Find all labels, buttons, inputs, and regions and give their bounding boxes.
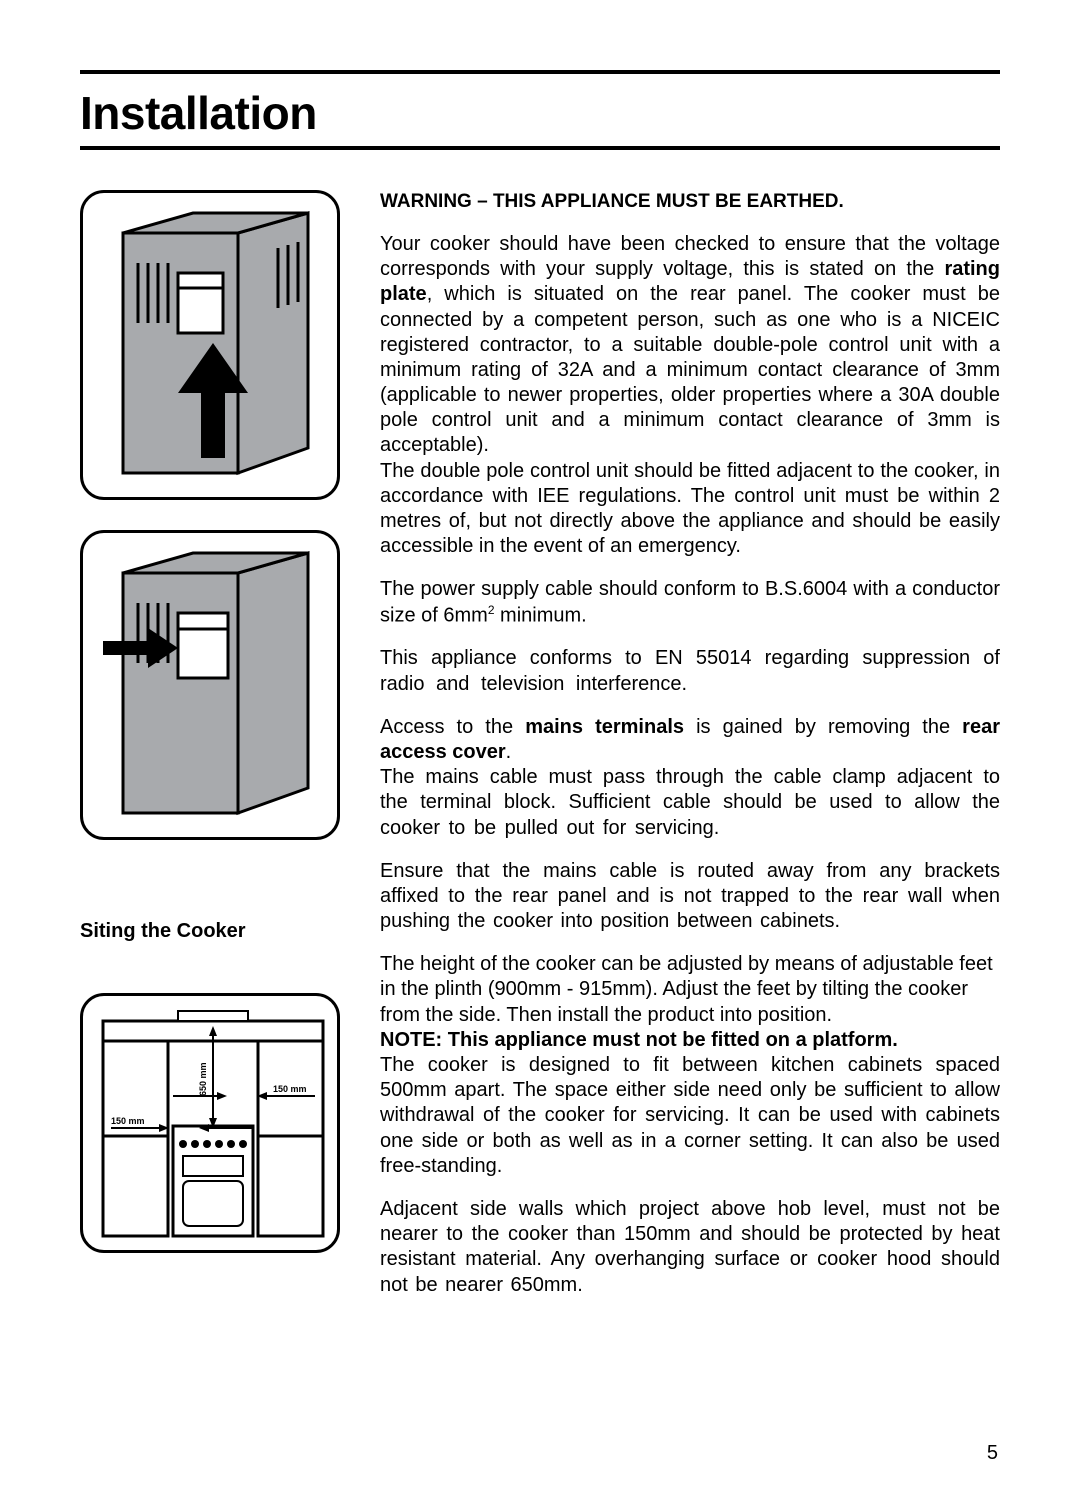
page-title: Installation	[80, 86, 1000, 140]
p5-e: .	[506, 741, 512, 763]
para-8: The height of the cooker can be adjusted…	[380, 952, 1000, 1028]
p9-bold: NOTE: This appliance must not be fitted …	[380, 1029, 898, 1051]
figure-rear-arrow-icon	[80, 190, 340, 500]
right-column: WARNING – THIS APPLIANCE MUST BE EARTHED…	[380, 190, 1000, 1316]
para-3: The power supply cable should conform to…	[380, 577, 1000, 628]
para-1: Your cooker should have been checked to …	[380, 232, 1000, 459]
p5-b: mains terminals	[525, 716, 684, 738]
figure-rear-terminal-icon	[80, 530, 340, 840]
warning-heading: WARNING – THIS APPLIANCE MUST BE EARTHED…	[380, 190, 1000, 214]
figure-clearance-icon: 650 mm 150 mm 150 mm	[80, 993, 340, 1253]
title-rule	[80, 146, 1000, 150]
para-9-note: NOTE: This appliance must not be fitted …	[380, 1028, 1000, 1053]
top-rule	[80, 70, 1000, 74]
para-11: Adjacent side walls which project above …	[380, 1197, 1000, 1298]
dim-left-label: 150 mm	[111, 1116, 145, 1126]
p1-c: , which is situated on the rear panel. T…	[380, 283, 1000, 456]
para-4: This appliance conforms to EN 55014 rega…	[380, 646, 1000, 696]
p3-b: minimum.	[495, 604, 587, 626]
para-6: The mains cable must pass through the ca…	[380, 765, 1000, 841]
dim-height-label: 650 mm	[198, 1062, 208, 1096]
dim-right-label: 150 mm	[273, 1084, 307, 1094]
page: Installation	[0, 0, 1080, 1511]
para-7: Ensure that the mains cable is routed aw…	[380, 859, 1000, 935]
p3-a: The power supply cable should conform to…	[380, 578, 1000, 626]
p3-sup: 2	[488, 603, 495, 617]
p5-a: Access to the	[380, 716, 525, 738]
page-number: 5	[987, 1442, 998, 1465]
para-10: The cooker is designed to fit between ki…	[380, 1053, 1000, 1179]
p5-c: is gained by removing the	[684, 716, 962, 738]
p1-a: Your cooker should have been checked to …	[380, 233, 1000, 280]
siting-heading: Siting the Cooker	[80, 920, 350, 943]
para-5: Access to the mains terminals is gained …	[380, 715, 1000, 765]
left-column: Siting the Cooker	[80, 190, 350, 1316]
para-2: The double pole control unit should be f…	[380, 459, 1000, 560]
content-row: Siting the Cooker	[80, 190, 1000, 1316]
